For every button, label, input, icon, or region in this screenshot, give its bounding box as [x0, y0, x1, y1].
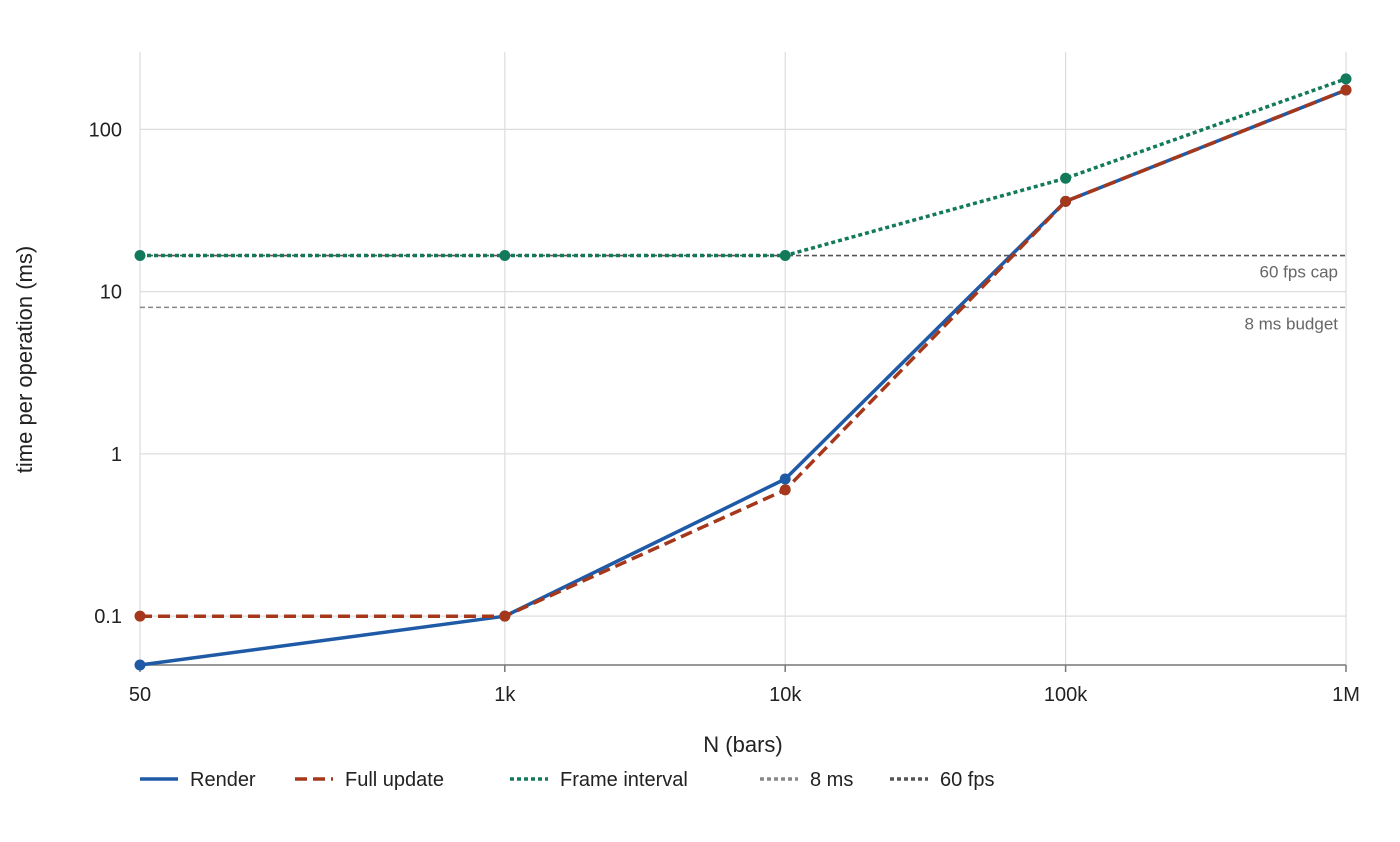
series-line-2 — [140, 77, 1347, 258]
series-1-point-3 — [1060, 195, 1072, 207]
series-0-point-2 — [779, 473, 791, 485]
series-1-point-2 — [779, 484, 791, 496]
legend: Render Full update Frame interval 8 ms 60 fp… — [140, 769, 994, 791]
series-1-point-0 — [134, 610, 146, 622]
legend-label-4: 60 fps — [940, 769, 994, 791]
series-2-point-3 — [1060, 172, 1072, 184]
tick-labels: 50 1k 10k 100k 1M 0.1 1 10 100 — [89, 119, 1360, 706]
grid — [139, 52, 1347, 665]
y-tick-label-2: 10 — [100, 282, 122, 304]
series-2-point-4 — [1340, 73, 1352, 85]
legend-label-2: Frame interval — [560, 769, 688, 791]
x-tick-label-2: 10k — [769, 684, 802, 706]
series-1-point-4 — [1340, 84, 1352, 96]
y-tick-label-1: 1 — [111, 444, 122, 466]
y-tick-label-0: 0.1 — [94, 606, 122, 628]
y-axis-label: time per operation (ms) — [12, 246, 37, 473]
x-tick-label-1: 1k — [494, 684, 516, 706]
reference-lines: 8 ms budget 60 fps cap — [140, 254, 1346, 333]
x-axis-label: N (bars) — [703, 732, 782, 757]
reference-label-0: 8 ms budget — [1244, 314, 1338, 333]
x-tick-label-4: 1M — [1332, 684, 1360, 706]
series-line-0 — [139, 88, 1347, 667]
series-2-point-1 — [499, 250, 511, 262]
reference-label-1: 60 fps cap — [1260, 263, 1338, 282]
legend-label-0: Render — [190, 769, 256, 791]
series-lines — [134, 73, 1352, 671]
series-2-point-2 — [779, 250, 791, 262]
series-1-point-1 — [499, 610, 511, 622]
legend-label-3: 8 ms — [810, 769, 853, 791]
y-tick-label-3: 100 — [89, 119, 122, 141]
x-tick-label-0: 50 — [129, 684, 151, 706]
axes — [139, 664, 1347, 672]
series-2-point-0 — [134, 250, 146, 262]
x-tick-label-3: 100k — [1044, 684, 1088, 706]
series-0-point-0 — [134, 659, 146, 671]
legend-label-1: Full update — [345, 769, 444, 791]
series-line-1 — [140, 88, 1347, 618]
